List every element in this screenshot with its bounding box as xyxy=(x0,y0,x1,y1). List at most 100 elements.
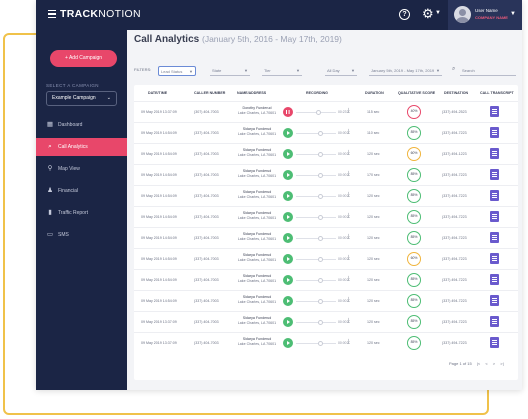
transcript-icon[interactable] xyxy=(490,190,499,201)
sidebar-item-call-analytics[interactable]: ⌕ Call Analytics xyxy=(36,138,127,156)
recording-scrubber[interactable] xyxy=(318,131,323,136)
lead-status-select[interactable]: Lead Status ▼ xyxy=(158,66,196,76)
transcript-icon[interactable] xyxy=(490,274,499,285)
transcript-icon[interactable] xyxy=(490,232,499,243)
first-page-button[interactable]: |< xyxy=(476,361,481,366)
transcript-icon[interactable] xyxy=(490,211,499,222)
recording-scrubber[interactable] xyxy=(318,341,323,346)
recording-scrubber[interactable] xyxy=(318,152,323,157)
transcript-icon[interactable] xyxy=(490,337,499,348)
recording-progress[interactable] xyxy=(296,217,336,218)
transcript-icon[interactable] xyxy=(490,253,499,264)
recording-scrubber[interactable] xyxy=(318,278,323,283)
recording-progress[interactable] xyxy=(296,196,336,197)
download-icon[interactable]: ⤓ xyxy=(347,171,350,177)
sidebar-item-traffic-report[interactable]: ▮ Traffic Report xyxy=(36,204,127,222)
add-campaign-button[interactable]: + Add Campaign xyxy=(50,50,117,67)
table-row[interactable]: 09 May 2019 14:54:09 (337) 404-7003 Sidary… xyxy=(134,290,518,311)
chevron-down-icon[interactable]: ▼ xyxy=(510,11,516,17)
prev-page-button[interactable]: < xyxy=(485,361,488,366)
play-icon[interactable] xyxy=(283,317,293,327)
play-icon[interactable] xyxy=(283,233,293,243)
table-row[interactable]: 09 May 2019 14:54:09 (337) 404-7003 Sidary… xyxy=(134,164,518,185)
recording-progress[interactable] xyxy=(296,133,336,134)
recording-scrubber[interactable] xyxy=(318,299,323,304)
table-row[interactable]: 09 May 2019 14:54:09 (337) 404-7003 Sidary… xyxy=(134,122,518,143)
sidebar-item-dashboard[interactable]: ▦ Dashboard xyxy=(36,116,127,134)
recording-scrubber[interactable] xyxy=(318,194,323,199)
transcript-icon[interactable] xyxy=(490,106,499,117)
download-icon[interactable]: ⤓ xyxy=(347,339,350,345)
user-menu[interactable]: User Name COMPANY NAME ▼ xyxy=(448,0,522,30)
pause-icon[interactable] xyxy=(283,107,293,117)
date-range-select[interactable]: January 5th, 2019 - May 17th, 2019 ▼ xyxy=(369,66,442,76)
sidebar-item-map-view[interactable]: ⚲ Map View xyxy=(36,160,127,178)
play-icon[interactable] xyxy=(283,170,293,180)
recording-scrubber[interactable] xyxy=(318,236,323,241)
table-row[interactable]: 09 May 2019 14:54:09 (337) 404-7003 Sidary… xyxy=(134,248,518,269)
state-select[interactable]: State ▼ xyxy=(210,66,250,76)
download-icon[interactable]: ⤓ xyxy=(347,276,350,282)
recording-progress[interactable] xyxy=(296,259,336,260)
recording-scrubber[interactable] xyxy=(318,257,323,262)
column-header-duration[interactable]: DURATION xyxy=(365,91,384,95)
recording-scrubber[interactable] xyxy=(318,215,323,220)
transcript-icon[interactable] xyxy=(490,148,499,159)
download-icon[interactable]: ⤓ xyxy=(347,213,350,219)
play-icon[interactable] xyxy=(283,149,293,159)
transcript-icon[interactable] xyxy=(490,295,499,306)
download-icon[interactable]: ⤓ xyxy=(347,129,350,135)
table-row[interactable]: 09 May 2019 13:37:09 (307) 404-7003 Doroth… xyxy=(134,101,518,122)
table-row[interactable]: 09 May 2019 14:54:09 (337) 404-7003 Sidary… xyxy=(134,143,518,164)
table-row[interactable]: 09 May 2019 14:54:09 (337) 404-7003 Sidary… xyxy=(134,227,518,248)
column-header-date[interactable]: DATE/TIME xyxy=(148,91,168,95)
column-header-score[interactable]: QUALITATIVE SCORE xyxy=(398,91,436,95)
recording-time: 00:00 xyxy=(338,320,347,324)
help-icon[interactable]: ? xyxy=(399,9,410,20)
recording-progress[interactable] xyxy=(296,322,336,323)
recording-progress[interactable] xyxy=(296,301,336,302)
download-icon[interactable]: ⤓ xyxy=(347,192,350,198)
next-page-button[interactable]: > xyxy=(492,361,496,366)
recording-progress[interactable] xyxy=(296,343,336,344)
transcript-icon[interactable] xyxy=(490,316,499,327)
all-day-select[interactable]: All Day ▼ xyxy=(325,66,357,76)
search-input[interactable]: Search xyxy=(460,66,516,76)
transcript-icon[interactable] xyxy=(490,127,499,138)
menu-icon[interactable] xyxy=(48,10,56,19)
table-row[interactable]: 09 May 2019 14:54:09 (337) 404-7003 Sidary… xyxy=(134,206,518,227)
play-icon[interactable] xyxy=(283,128,293,138)
sidebar-item-financial[interactable]: ♟ Financial xyxy=(36,182,127,200)
download-icon[interactable]: ⤓ xyxy=(347,255,350,261)
column-header-name[interactable]: NAME/ADDRESS xyxy=(237,91,267,95)
download-icon[interactable]: ⤓ xyxy=(347,318,350,324)
table-row[interactable]: 09 May 2019 13:37:09 (337) 404-7003 Sidary… xyxy=(134,311,518,332)
recording-scrubber[interactable] xyxy=(318,320,323,325)
download-icon[interactable]: ⤓ xyxy=(347,234,350,240)
recording-progress[interactable] xyxy=(296,280,336,281)
recording-scrubber[interactable] xyxy=(318,173,323,178)
download-icon[interactable]: ⤓ xyxy=(347,150,350,156)
table-row[interactable]: 09 May 2019 14:54:09 (337) 404-7003 Sidary… xyxy=(134,269,518,290)
recording-scrubber[interactable] xyxy=(316,110,321,115)
table-row[interactable]: 09 May 2019 14:54:09 (337) 404-7003 Sidary… xyxy=(134,185,518,206)
play-icon[interactable] xyxy=(283,212,293,222)
play-icon[interactable] xyxy=(283,296,293,306)
recording-progress[interactable] xyxy=(296,175,336,176)
gear-icon[interactable]: ⚙ xyxy=(422,6,434,21)
table-row[interactable]: 09 May 2019 13:37:09 (337) 404-7003 Sidary… xyxy=(134,332,518,353)
transcript-icon[interactable] xyxy=(490,169,499,180)
tier-select[interactable]: Tier ▼ xyxy=(262,66,302,76)
recording-progress[interactable] xyxy=(296,154,336,155)
last-page-button[interactable]: >| xyxy=(500,361,504,366)
play-icon[interactable] xyxy=(283,254,293,264)
download-icon[interactable]: ⤓ xyxy=(347,108,350,114)
play-icon[interactable] xyxy=(283,191,293,201)
play-icon[interactable] xyxy=(283,275,293,285)
play-icon[interactable] xyxy=(283,338,293,348)
download-icon[interactable]: ⤓ xyxy=(347,297,350,303)
sidebar-item-sms[interactable]: ▭ SMS xyxy=(36,226,127,244)
recording-progress[interactable] xyxy=(296,238,336,239)
campaign-select[interactable]: Example Campaign ⌄ xyxy=(46,91,117,106)
chevron-down-icon[interactable]: ▼ xyxy=(435,10,441,16)
